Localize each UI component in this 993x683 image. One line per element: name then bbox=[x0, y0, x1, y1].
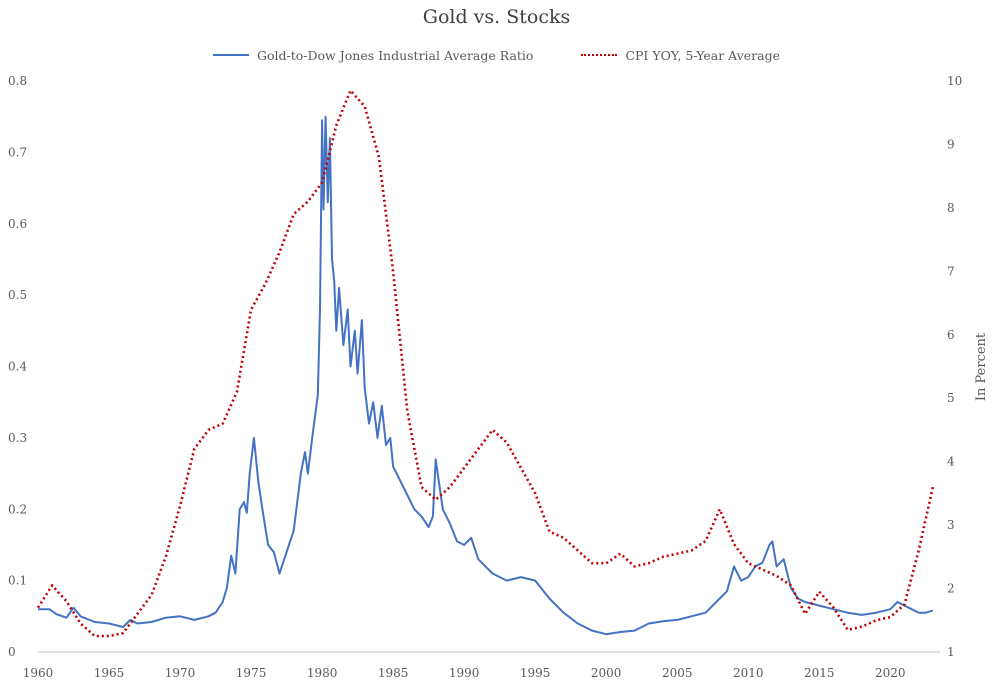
x-tick-label: 2000 bbox=[591, 666, 622, 680]
y-tick-label: 0.7 bbox=[8, 145, 27, 159]
x-tick-label: 1980 bbox=[307, 666, 338, 680]
legend-label-cpi: CPI YOY, 5-Year Average bbox=[625, 47, 780, 63]
y2-tick-label: 4 bbox=[947, 455, 955, 469]
x-tick-label: 1970 bbox=[165, 666, 196, 680]
series-line-gold-dow-ratio bbox=[38, 115, 934, 636]
y2-axis-ticks: 1 2 3 4 5 6 7 8 9 10 bbox=[947, 74, 962, 659]
y2-tick-label: 2 bbox=[947, 582, 955, 596]
legend: Gold-to-Dow Jones Industrial Average Rat… bbox=[0, 44, 993, 63]
y-tick-label: 0 bbox=[8, 645, 16, 659]
x-tick-label: 1960 bbox=[23, 666, 54, 680]
legend-item-cpi: CPI YOY, 5-Year Average bbox=[581, 48, 780, 63]
y-tick-label: 0.1 bbox=[8, 574, 27, 588]
y2-tick-label: 5 bbox=[947, 391, 955, 405]
y2-tick-label: 3 bbox=[947, 518, 955, 532]
x-tick-label: 1965 bbox=[94, 666, 125, 680]
x-tick-label: 2015 bbox=[804, 666, 835, 680]
chart-title: Gold vs. Stocks bbox=[422, 6, 571, 28]
y-tick-label: 0.5 bbox=[8, 288, 27, 302]
x-tick-label: 1985 bbox=[378, 666, 409, 680]
y-tick-label: 0.6 bbox=[8, 217, 27, 231]
y-tick-label: 0.2 bbox=[8, 502, 27, 516]
y-tick-label: 0.4 bbox=[8, 360, 27, 374]
series-layer bbox=[36, 89, 935, 638]
y2-tick-label: 9 bbox=[947, 137, 955, 151]
y2-tick-label: 10 bbox=[947, 74, 962, 88]
x-tick-label: 1975 bbox=[236, 666, 267, 680]
y2-tick-label: 6 bbox=[947, 328, 955, 342]
series-line-cpi-5yr-avg bbox=[36, 89, 935, 638]
y2-axis-title: In Percent bbox=[974, 332, 989, 401]
x-tick-label: 2020 bbox=[875, 666, 906, 680]
y-tick-label: 0.3 bbox=[8, 431, 27, 445]
y2-tick-label: 1 bbox=[947, 645, 955, 659]
x-tick-label: 1990 bbox=[449, 666, 480, 680]
legend-swatch-solid-line bbox=[213, 54, 249, 56]
y-axis-ticks: 0 0.1 0.2 0.3 0.4 0.5 0.6 0.7 0.8 bbox=[8, 74, 27, 659]
legend-label-gold-dow: Gold-to-Dow Jones Industrial Average Rat… bbox=[257, 47, 534, 63]
x-axis-ticks: 1960 1965 1970 1975 1980 1985 1990 1995 2000 2005… bbox=[23, 666, 906, 680]
x-tick-label: 1995 bbox=[520, 666, 551, 680]
y2-tick-label: 8 bbox=[947, 201, 955, 215]
y-tick-label: 0.8 bbox=[8, 74, 27, 88]
legend-swatch-dotted-line bbox=[581, 54, 618, 56]
x-tick-label: 2005 bbox=[662, 666, 693, 680]
y2-tick-label: 7 bbox=[947, 264, 955, 278]
x-tick-label: 2010 bbox=[733, 666, 764, 680]
legend-item-gold-dow: Gold-to-Dow Jones Industrial Average Rat… bbox=[213, 48, 533, 63]
